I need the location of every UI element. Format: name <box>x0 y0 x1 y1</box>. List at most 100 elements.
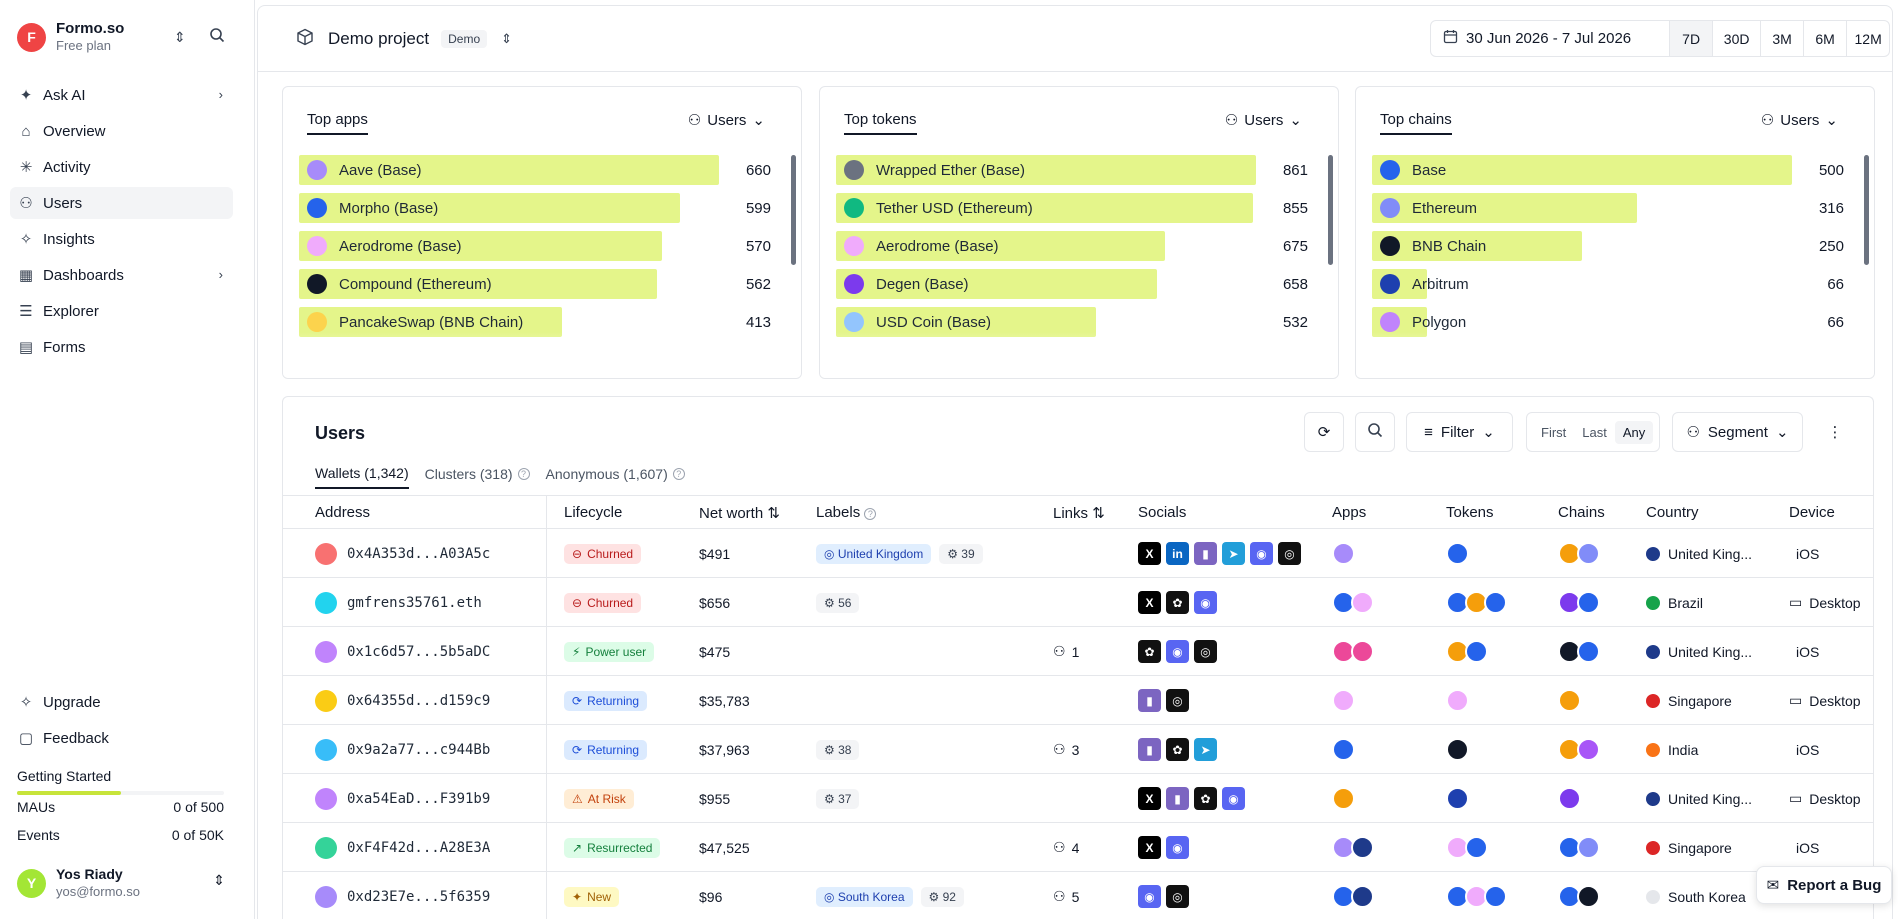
card-title[interactable]: Top apps <box>307 111 368 135</box>
chain-logo-icon[interactable] <box>1577 738 1600 761</box>
nav-item-users[interactable]: ⚇ Users <box>10 187 233 219</box>
nav-item-overview[interactable]: ⌂ Overview <box>10 115 233 147</box>
segment-last[interactable]: Last <box>1582 424 1607 440</box>
wallet-address[interactable]: 0x64355d...d159c9 <box>347 692 491 709</box>
tab-anonymous[interactable]: Anonymous (1,607)? <box>546 465 685 489</box>
label-count[interactable]: ⚙ 37 <box>816 788 860 809</box>
chain-logo-icon[interactable] <box>1577 885 1600 908</box>
label-tag[interactable]: ◎ United Kingdom <box>816 543 932 564</box>
app-logo-icon[interactable] <box>1332 738 1355 761</box>
more-button[interactable]: ⋮ <box>1815 412 1855 452</box>
chevron-updown-icon[interactable]: ⇕ <box>174 29 186 45</box>
refresh-button[interactable]: ⟳ <box>1304 412 1344 452</box>
nav-item-upgrade[interactable]: ✧ Upgrade <box>10 686 233 718</box>
github-icon[interactable]: ◎ <box>1278 542 1301 565</box>
chain-logo-icon[interactable] <box>1577 640 1600 663</box>
x-icon[interactable]: X <box>1138 787 1161 810</box>
range-3m-button[interactable]: 3M <box>1760 21 1803 56</box>
discord-icon[interactable]: ◉ <box>1194 591 1217 614</box>
farcaster-icon[interactable]: ▮ <box>1138 689 1161 712</box>
col-device[interactable]: Device <box>1789 504 1835 521</box>
col-country[interactable]: Country <box>1646 504 1699 521</box>
date-range-button[interactable]: 30 Jun 2026 - 7 Jul 2026 <box>1431 21 1669 56</box>
wallet-address[interactable]: 0x9a2a77...c944Bb <box>347 741 491 758</box>
table-row[interactable]: 0x64355d...d159c9 ⟳ Returning $35,783 ▮ ◎ Sing… <box>283 676 1873 725</box>
bar-row[interactable]: Aerodrome (Base) 570 <box>299 231 771 261</box>
telegram-icon[interactable]: ➤ <box>1194 738 1217 761</box>
card-title[interactable]: Top chains <box>1380 111 1452 135</box>
bar-row[interactable]: Arbitrum 66 <box>1372 269 1844 299</box>
token-logo-icon[interactable] <box>1446 689 1469 712</box>
table-row[interactable]: 0xF4F42d...A28E3A ↗ Resurrected $47,525 ⚇ 4 X ◉… <box>283 823 1873 872</box>
app-logo-icon[interactable] <box>1332 787 1355 810</box>
github-icon[interactable]: ◎ <box>1194 640 1217 663</box>
label-tag[interactable]: ◎ South Korea <box>816 886 913 907</box>
bar-row[interactable]: Ethereum 316 <box>1372 193 1844 223</box>
nav-item-ask-ai[interactable]: ✦ Ask AI › <box>10 79 233 111</box>
farcaster-icon[interactable]: ▮ <box>1166 787 1189 810</box>
col-chains[interactable]: Chains <box>1558 504 1605 521</box>
x-icon[interactable]: X <box>1138 836 1161 859</box>
col-links[interactable]: Links ⇅ <box>1053 504 1105 522</box>
scrollbar[interactable] <box>1328 155 1333 265</box>
bar-row[interactable]: Tether USD (Ethereum) 855 <box>836 193 1308 223</box>
discord-icon[interactable]: ◉ <box>1166 836 1189 859</box>
chain-logo-icon[interactable] <box>1558 787 1581 810</box>
table-row[interactable]: 0x4A353d...A03A5c ⊖ Churned $491 ◎ United Ki… <box>283 529 1873 578</box>
discord-icon[interactable]: ◉ <box>1166 640 1189 663</box>
card-metric-dropdown[interactable]: ⚇ Users ⌄ <box>1225 111 1302 130</box>
github-icon[interactable]: ◎ <box>1166 885 1189 908</box>
nav-item-forms[interactable]: ▤ Forms <box>10 331 233 363</box>
discord-icon[interactable]: ◉ <box>1250 542 1273 565</box>
segment-button[interactable]: ⚇ Segment ⌄ <box>1672 412 1803 452</box>
wallet-address[interactable]: 0x4A353d...A03A5c <box>347 545 491 562</box>
farcaster-icon[interactable]: ▮ <box>1194 542 1217 565</box>
user-menu[interactable]: Y Yos Riady yos@formo.so ⇕ <box>17 866 227 900</box>
token-logo-icon[interactable] <box>1465 836 1488 859</box>
chain-logo-icon[interactable] <box>1558 689 1581 712</box>
table-row[interactable]: 0x9a2a77...c944Bb ⟳ Returning $37,963 ⚙ 38 ⚇ 3… <box>283 725 1873 774</box>
bar-row[interactable]: Aerodrome (Base) 675 <box>836 231 1308 261</box>
tab-clusters[interactable]: Clusters (318)? <box>425 465 530 489</box>
scrollbar[interactable] <box>1864 155 1869 265</box>
card-metric-dropdown[interactable]: ⚇ Users ⌄ <box>1761 111 1838 130</box>
app-logo-icon[interactable] <box>1351 640 1374 663</box>
bar-row[interactable]: BNB Chain 250 <box>1372 231 1844 261</box>
card-title[interactable]: Top tokens <box>844 111 917 135</box>
range-6m-button[interactable]: 6M <box>1803 21 1846 56</box>
token-logo-icon[interactable] <box>1484 885 1507 908</box>
range-7d-button[interactable]: 7D <box>1669 21 1713 56</box>
lens-icon[interactable]: ✿ <box>1166 591 1189 614</box>
linkedin-icon[interactable]: in <box>1166 542 1189 565</box>
app-logo-icon[interactable] <box>1332 542 1355 565</box>
col-tokens[interactable]: Tokens <box>1446 504 1494 521</box>
x-icon[interactable]: X <box>1138 591 1161 614</box>
token-logo-icon[interactable] <box>1446 542 1469 565</box>
bar-row[interactable]: Base 500 <box>1372 155 1844 185</box>
wallet-address[interactable]: 0xF4F42d...A28E3A <box>347 839 491 856</box>
wallet-address[interactable]: 0xa54EaD...F391b9 <box>347 790 491 807</box>
label-count[interactable]: ⚙ 38 <box>816 739 860 760</box>
col-lifecycle[interactable]: Lifecycle <box>564 504 623 521</box>
col-net-worth[interactable]: Net worth ⇅ <box>699 504 780 522</box>
segment-first[interactable]: First <box>1541 424 1567 440</box>
x-icon[interactable]: X <box>1138 542 1161 565</box>
table-row[interactable]: 0xa54EaD...F391b9 ⚠ At Risk $955 ⚙ 37 X ▮ ✿ ◉ Uni… <box>283 774 1873 823</box>
card-metric-dropdown[interactable]: ⚇ Users ⌄ <box>688 111 765 130</box>
chain-logo-icon[interactable] <box>1577 542 1600 565</box>
col-socials[interactable]: Socials <box>1138 504 1187 521</box>
chain-logo-icon[interactable] <box>1577 591 1600 614</box>
table-row[interactable]: 0x1c6d57...5b5aDC ⚡ Power user $475 ⚇ 1 ✿ ◉ ◎ Uni… <box>283 627 1873 676</box>
nav-item-activity[interactable]: ✳ Activity <box>10 151 233 183</box>
label-count[interactable]: ⚙ 56 <box>816 592 860 613</box>
bar-row[interactable]: Wrapped Ether (Base) 861 <box>836 155 1308 185</box>
org-switcher[interactable]: F Formo.so Free plan <box>17 20 124 54</box>
token-logo-icon[interactable] <box>1446 738 1469 761</box>
tab-wallets[interactable]: Wallets (1,342) <box>315 465 409 489</box>
search-icon[interactable] <box>209 27 225 46</box>
app-logo-icon[interactable] <box>1351 591 1374 614</box>
telegram-icon[interactable]: ➤ <box>1222 542 1245 565</box>
search-button[interactable] <box>1355 412 1395 452</box>
report-bug-button[interactable]: ✉ Report a Bug <box>1756 866 1892 904</box>
segment-any[interactable]: Any <box>1614 420 1654 444</box>
